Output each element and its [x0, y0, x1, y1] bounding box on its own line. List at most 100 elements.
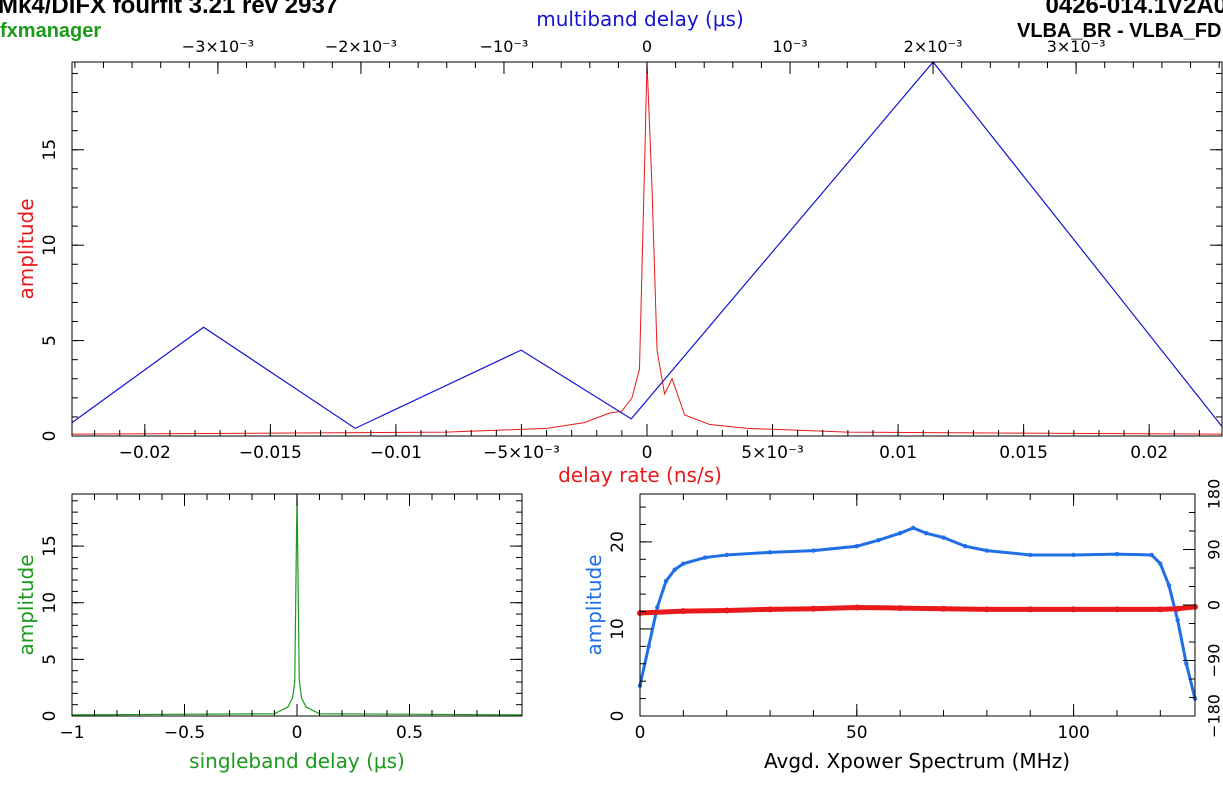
xpower-amplitude-point: [702, 555, 708, 560]
xpower-frame: [639, 493, 1196, 717]
left-tick-label: 0: [40, 711, 60, 722]
xpower-phase-point: [897, 605, 904, 612]
singleband-ylabel: amplitude: [14, 554, 38, 655]
xpower-amplitude-point: [941, 535, 946, 540]
right-tick-label: 90: [1205, 539, 1223, 559]
xpower-amplitude-point: [962, 544, 968, 549]
xpower-phase-point: [1174, 605, 1181, 612]
multiband-delay-curve: [71, 61, 1223, 430]
xpower-amplitude-point: [984, 548, 990, 553]
xpower-phase-point: [853, 604, 860, 611]
xpower-amplitude-point: [1028, 552, 1033, 558]
xpower-amplitude-point: [1114, 551, 1120, 557]
xpower-amplitude-point: [1149, 552, 1154, 558]
xpower-amplitude-point: [1071, 552, 1076, 558]
xpower-amplitude-point: [854, 544, 859, 549]
left-tick-label: 15: [40, 535, 60, 557]
left-tick-label: 10: [40, 592, 60, 614]
xpower-amplitude-point: [672, 567, 677, 572]
header-title-left: Mk4/DiFX fourfit 3.21 rev 2937: [0, 0, 338, 19]
xpower-phase-point: [1070, 606, 1077, 613]
xpower-amplitude-point: [655, 604, 660, 610]
xpower-amplitude-curve: [638, 526, 1197, 699]
xpower-amplitude-point: [923, 530, 929, 536]
xpower-ticks: 0 50 100 0 10 20 −180 −90 0 90 180: [608, 479, 1223, 743]
singleband-curve: [71, 493, 523, 716]
bottom-tick-label: −0.02: [119, 443, 171, 463]
top-tick-label: 2×10⁻³: [904, 37, 963, 56]
xpower-phase-point: [767, 606, 774, 613]
delay-rate-frame: [71, 61, 1223, 437]
xpower-phase-point: [983, 606, 990, 613]
multiband-delay-label: multiband delay (μs): [536, 7, 744, 31]
delay-rate-panel: −0.02 −0.015 −0.01 −5×10⁻³ 0 5×10⁻³ 0.01 0.015 0…: [14, 7, 1223, 487]
singleband-delay-label: singleband delay (μs): [189, 749, 405, 773]
xpower-amplitude-point: [811, 548, 816, 553]
xpower-phase-point: [940, 605, 947, 612]
top-tick-label: 3×10⁻³: [1047, 37, 1106, 56]
xpower-amplitude-point: [1166, 583, 1172, 588]
xpower-amplitude-point: [1175, 618, 1180, 623]
left-tick-label: 5: [40, 335, 60, 346]
top-tick-label: −10⁻³: [480, 37, 529, 56]
xpower-amplitude-point: [897, 530, 903, 536]
left-tick-label: 10: [40, 234, 60, 256]
right-tick-label: −180: [1205, 694, 1223, 738]
bottom-tick-label: 0.01: [879, 443, 917, 463]
delay-rate-curve: [71, 61, 1223, 435]
bottom-tick-label: 100: [1057, 723, 1089, 743]
bottom-tick-label: 0.5: [396, 723, 423, 743]
left-tick-label: 20: [608, 531, 628, 553]
xpower-phase-curve: [639, 604, 1196, 616]
right-tick-label: −90: [1205, 644, 1223, 678]
right-tick-label: 0: [1205, 600, 1223, 610]
xpower-amplitude-point: [876, 537, 881, 543]
bottom-tick-label: 0: [642, 443, 653, 463]
bottom-tick-label: −5×10⁻³: [483, 443, 560, 463]
xpower-amplitude-point: [1184, 661, 1189, 666]
singleband-series: [71, 493, 523, 716]
bottom-tick-label: 50: [846, 723, 868, 743]
xpower-phase-point: [1113, 606, 1120, 613]
bottom-tick-label: −0.5: [164, 723, 205, 743]
xpower-series: [637, 525, 1198, 701]
xpower-amplitude-point: [724, 552, 729, 558]
xpower-ylabel: amplitude: [582, 554, 606, 655]
right-tick-label: 180: [1205, 479, 1223, 510]
bottom-tick-label: 0: [635, 723, 646, 743]
xpower-amplitude-point: [767, 550, 773, 555]
singleband-ticks: −1 −0.5 0 0.5 0 5 10 15: [40, 494, 523, 743]
xpower-phase-point: [1157, 606, 1164, 613]
left-tick-label: 5: [40, 654, 60, 665]
delay-rate-label: delay rate (ns/s): [558, 463, 722, 487]
xpower-phase-point: [680, 608, 687, 615]
left-tick-label: 10: [608, 618, 628, 640]
delay-rate-series: [71, 61, 1223, 435]
top-tick-label: −3×10⁻³: [182, 37, 254, 56]
left-tick-label: 0: [608, 711, 628, 722]
xpower-amplitude-point: [1158, 561, 1163, 566]
xpower-phase-point: [723, 607, 730, 614]
delay-rate-ticks: −0.02 −0.015 −0.01 −5×10⁻³ 0 5×10⁻³ 0.01 0.015 0…: [40, 37, 1222, 463]
xpower-phase-point: [810, 605, 817, 612]
header-title-right: 0426-014.1V2A0: [1046, 0, 1223, 19]
left-tick-label: 15: [40, 139, 60, 161]
top-tick-label: −2×10⁻³: [325, 37, 397, 56]
left-tick-label: 0: [40, 431, 60, 442]
top-tick-label: 10⁻³: [772, 37, 807, 56]
xpower-xlabel: Avgd. Xpower Spectrum (MHz): [764, 749, 1070, 773]
xpower-amplitude-point: [663, 578, 669, 584]
bottom-tick-label: −1: [59, 723, 84, 743]
top-tick-label: 0: [642, 37, 652, 56]
bottom-tick-label: −0.01: [370, 443, 422, 463]
bottom-tick-label: 5×10⁻³: [741, 443, 803, 463]
bottom-tick-label: 0.02: [1130, 443, 1168, 463]
xpower-amplitude-point: [646, 644, 651, 649]
xpower-amplitude-point: [681, 561, 686, 566]
bottom-tick-label: −0.015: [239, 443, 302, 463]
header-subtitle-right: VLBA_BR - VLBA_FD,: [1017, 20, 1223, 42]
singleband-panel: −1 −0.5 0 0.5 0 5 10 15 singleband delay (μs) a…: [14, 493, 523, 773]
bottom-tick-label: 0.015: [999, 443, 1048, 463]
delay-rate-ylabel: amplitude: [14, 198, 38, 299]
